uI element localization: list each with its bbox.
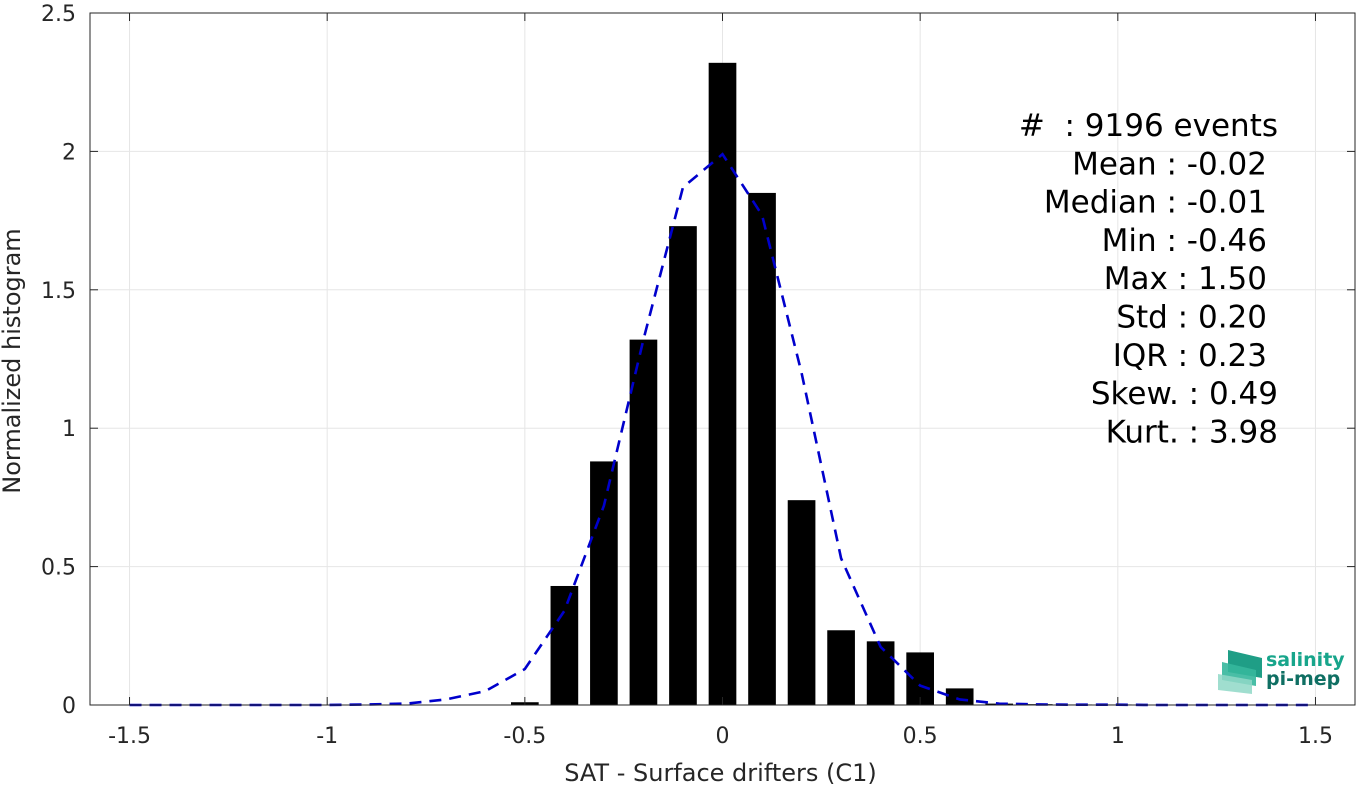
logo-text-pimep: pi-mep <box>1266 668 1340 690</box>
y-tick-label: 2 <box>62 140 76 165</box>
histogram-bar <box>590 461 618 705</box>
histogram-bar <box>669 226 697 706</box>
x-tick-label: -1 <box>316 724 338 749</box>
stat-line: Median : -0.01 <box>1044 185 1267 221</box>
x-tick-label: -0.5 <box>503 724 546 749</box>
x-tick-label: 0.5 <box>903 724 938 749</box>
histogram-bar <box>748 192 776 706</box>
histogram-bar <box>945 688 974 705</box>
y-tick-label: 2.5 <box>41 2 76 27</box>
histogram-bar <box>906 652 934 705</box>
x-tick-label: 0 <box>716 724 730 749</box>
y-tick-label: 1.5 <box>41 279 76 304</box>
stat-line: Std : 0.20 <box>1116 300 1267 336</box>
y-axis-label: Normalized histogram <box>0 228 26 493</box>
logo-icon <box>1218 650 1262 694</box>
stat-line: Min : -0.46 <box>1102 223 1267 259</box>
x-tick-label: 1.5 <box>1298 724 1333 749</box>
y-tick-label: 0.5 <box>41 556 76 581</box>
x-tick-label: 1 <box>1111 724 1125 749</box>
y-tick-label: 1 <box>62 417 76 442</box>
stat-line: # : 9196 events <box>1019 108 1278 144</box>
salinity-pi-mep-logo: salinity pi-mep <box>1218 649 1345 694</box>
x-tick-label: -1.5 <box>108 724 151 749</box>
stat-line: Mean : -0.02 <box>1072 146 1267 182</box>
stat-line: IQR : 0.23 <box>1113 338 1267 374</box>
y-tick-label: 0 <box>62 694 76 719</box>
histogram-bar <box>827 630 855 705</box>
x-axis-ticks: -1.5 -1 -0.5 0 0.5 1 1.5 <box>108 13 1333 749</box>
histogram-bar <box>866 641 895 705</box>
histogram-bar <box>708 62 737 706</box>
histogram-bar <box>787 500 816 705</box>
stat-line: Max : 1.50 <box>1104 261 1267 297</box>
histogram-bar <box>550 585 579 705</box>
stat-line: Kurt. : 3.98 <box>1106 414 1278 450</box>
histogram-bar <box>629 339 658 705</box>
stat-line: Skew. : 0.49 <box>1091 376 1278 412</box>
logo-text-salinity: salinity <box>1266 649 1345 671</box>
y-axis-ticks: 0 0.5 1 1.5 2 2.5 <box>41 2 1355 719</box>
x-axis-label: SAT - Surface drifters (C1) <box>564 759 877 785</box>
